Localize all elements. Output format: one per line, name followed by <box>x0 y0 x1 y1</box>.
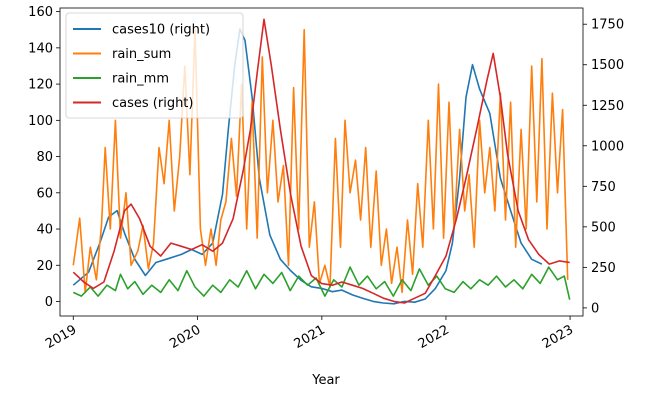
left-tick-label: 120 <box>28 78 53 93</box>
legend-label: rain_mm <box>112 72 169 87</box>
x-tick-label: 2020 <box>167 322 203 352</box>
right-tick-label: 500 <box>591 220 616 235</box>
left-y-axis: 0 20 40 60 80 100 120 140 160 <box>28 5 60 310</box>
right-tick-label: 0 <box>591 301 599 316</box>
left-tick-label: 40 <box>36 223 53 238</box>
right-y-axis: 0 250 500 750 1000 1250 1500 1750 <box>583 18 624 316</box>
series-line-2 <box>72 266 571 300</box>
x-tick-label: 2019 <box>43 322 79 352</box>
right-tick-label: 1000 <box>591 139 624 154</box>
x-tick-label: 2023 <box>540 322 576 352</box>
left-tick-label: 20 <box>36 259 53 274</box>
legend-label: cases10 (right) <box>112 23 210 38</box>
series-line-1 <box>72 28 569 294</box>
left-tick-label: 0 <box>45 295 53 310</box>
right-tick-label: 1250 <box>591 99 624 114</box>
legend-frame <box>65 12 244 119</box>
x-tick-label: 2022 <box>416 322 452 352</box>
left-tick-label: 80 <box>36 150 53 165</box>
legend-label: cases (right) <box>112 96 193 111</box>
x-axis-label: Year <box>311 373 340 388</box>
left-tick-label: 100 <box>28 114 53 129</box>
right-tick-label: 750 <box>591 180 616 195</box>
legend-label: rain_sum <box>112 47 171 62</box>
right-tick-label: 1500 <box>591 58 624 73</box>
x-tick-label: 2021 <box>292 322 328 352</box>
right-tick-label: 1750 <box>591 18 624 33</box>
series-layer <box>72 18 571 305</box>
left-tick-label: 160 <box>28 5 53 20</box>
series-line-3 <box>72 18 570 304</box>
left-tick-label: 60 <box>36 186 53 201</box>
left-tick-label: 140 <box>28 41 53 56</box>
x-axis: 2019 2020 2021 2022 2023 <box>43 316 576 352</box>
right-tick-label: 250 <box>591 261 616 276</box>
